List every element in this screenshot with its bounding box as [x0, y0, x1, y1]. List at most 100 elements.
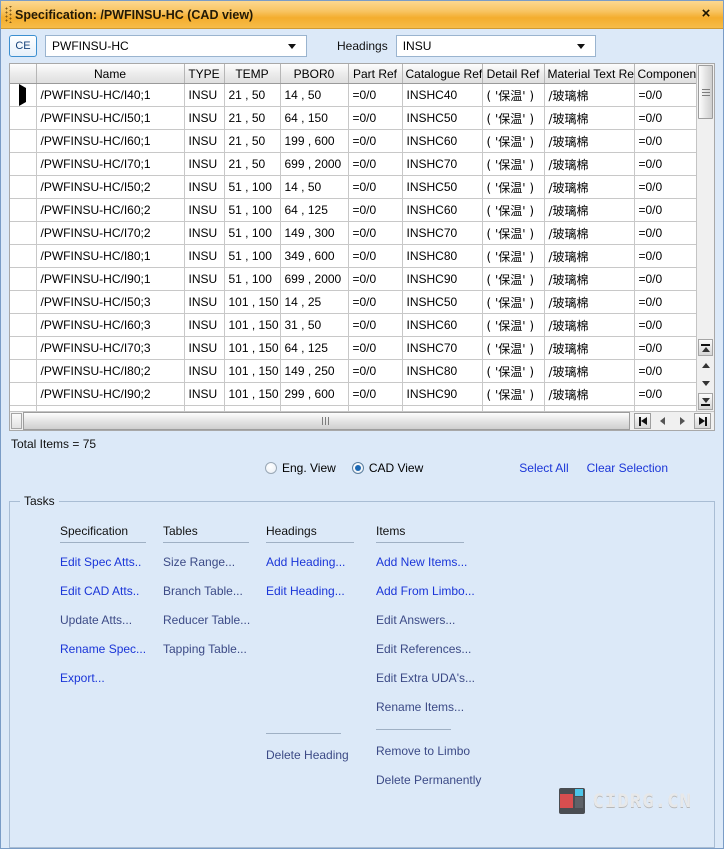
- cell-pbor0[interactable]: 349 , 600: [280, 244, 349, 268]
- cell-pbor0[interactable]: 149 , 250: [280, 359, 349, 383]
- cell-pbor0[interactable]: 14 , 50: [280, 83, 349, 107]
- cell-detail-ref[interactable]: ( '保温' ): [482, 221, 545, 245]
- table-row[interactable]: /PWFINSU-HC/I80;2 INSU 101 , 150 149 , 250 =…: [10, 359, 696, 383]
- cell-temp[interactable]: 101 , 150: [224, 313, 281, 337]
- vertical-scrollbar-thumb[interactable]: [698, 65, 713, 119]
- task-link[interactable]: Edit CAD Atts..: [60, 584, 140, 598]
- cell-temp[interactable]: 21 , 50: [224, 152, 281, 176]
- cell-component-ref[interactable]: =0/0: [634, 336, 696, 360]
- close-icon[interactable]: ×: [701, 5, 711, 22]
- cell-temp[interactable]: 51 , 100: [224, 198, 281, 222]
- cell-component-ref[interactable]: =0/0: [634, 244, 696, 268]
- cell-component-ref[interactable]: =0/0: [634, 175, 696, 199]
- column-header-catalogue-ref[interactable]: Catalogue Ref: [402, 64, 483, 84]
- cell-component-ref[interactable]: =0/0: [634, 83, 696, 107]
- row-selector-cell[interactable]: [10, 198, 37, 222]
- cell-part-ref[interactable]: =0/0: [348, 244, 403, 268]
- cell-type[interactable]: INSU: [184, 106, 225, 130]
- cell-detail-ref[interactable]: ( '保温' ): [482, 129, 545, 153]
- previous-record-button[interactable]: [654, 413, 671, 429]
- row-selector-cell[interactable]: [10, 359, 37, 383]
- cell-catalogue-ref[interactable]: INSHC90: [402, 382, 483, 406]
- cell-material-text-ref[interactable]: /玻璃棉: [544, 290, 635, 314]
- cell-material-text-ref[interactable]: /玻璃棉: [544, 382, 635, 406]
- vertical-scrollbar[interactable]: [696, 64, 714, 411]
- cell-pbor0[interactable]: 699 , 2000: [280, 267, 349, 291]
- cell-catalogue-ref[interactable]: INSHC80: [402, 244, 483, 268]
- column-header-detail-ref[interactable]: Detail Ref: [482, 64, 545, 84]
- cell-pbor0[interactable]: 14 , 25: [280, 290, 349, 314]
- cell-part-ref[interactable]: =0/0: [348, 290, 403, 314]
- specification-dropdown[interactable]: PWFINSU-HC: [45, 35, 307, 57]
- cell-part-ref[interactable]: =0/0: [348, 198, 403, 222]
- cell-material-text-ref[interactable]: /玻璃棉: [544, 198, 635, 222]
- row-selector-cell[interactable]: [10, 267, 37, 291]
- cell-type[interactable]: INSU: [184, 405, 225, 411]
- cell-temp[interactable]: 51 , 100: [224, 221, 281, 245]
- table-row[interactable]: /PWFINSU-HC/I70;2 INSU 51 , 100 149 , 300 =0…: [10, 221, 696, 245]
- cell-material-text-ref[interactable]: /玻璃棉: [544, 83, 635, 107]
- cell-name[interactable]: /PWFINSU-HC/I50;2: [36, 175, 185, 199]
- cell-catalogue-ref[interactable]: INSHC50: [402, 175, 483, 199]
- cell-name[interactable]: /PWFINSU-HC/I80;1: [36, 244, 185, 268]
- task-link[interactable]: Edit Spec Atts..: [60, 555, 142, 569]
- cell-type[interactable]: INSU: [184, 221, 225, 245]
- cell-component-ref[interactable]: =0/0: [634, 313, 696, 337]
- cell-type[interactable]: INSU: [184, 175, 225, 199]
- headings-dropdown[interactable]: INSU: [395, 35, 596, 57]
- cell-component-ref[interactable]: =0/0: [634, 359, 696, 383]
- cell-material-text-ref[interactable]: /玻璃棉: [544, 313, 635, 337]
- cell-part-ref[interactable]: =0/0: [348, 83, 403, 107]
- table-row[interactable]: /PWFINSU-HC/I50;1 INSU 21 , 50 64 , 150 =0/0…: [10, 106, 696, 130]
- cell-name[interactable]: /PWFINSU-HC/I100;1: [36, 405, 185, 411]
- cell-name[interactable]: /PWFINSU-HC/I70;2: [36, 221, 185, 245]
- cell-component-ref[interactable]: =0/0: [634, 152, 696, 176]
- cell-temp[interactable]: 21 , 50: [224, 129, 281, 153]
- cell-material-text-ref[interactable]: /玻璃棉: [544, 359, 635, 383]
- scroll-to-bottom-button[interactable]: [698, 393, 713, 410]
- table-row[interactable]: /PWFINSU-HC/I90;2 INSU 101 , 150 299 , 600 =…: [10, 382, 696, 406]
- table-row[interactable]: /PWFINSU-HC/I50;3 INSU 101 , 150 14 , 25 =0/…: [10, 290, 696, 314]
- cell-material-text-ref[interactable]: /玻璃棉: [544, 221, 635, 245]
- cell-component-ref[interactable]: =0/0: [634, 405, 696, 411]
- cell-part-ref[interactable]: =0/0: [348, 175, 403, 199]
- cell-part-ref[interactable]: =0/0: [348, 129, 403, 153]
- cell-type[interactable]: INSU: [184, 267, 225, 291]
- horizontal-scroll-left-button[interactable]: [11, 413, 22, 429]
- cell-detail-ref[interactable]: ( '保温' ): [482, 175, 545, 199]
- cell-material-text-ref[interactable]: /玻璃棉: [544, 244, 635, 268]
- cell-type[interactable]: INSU: [184, 359, 225, 383]
- cell-catalogue-ref[interactable]: INSHC80: [402, 359, 483, 383]
- scroll-down-button[interactable]: [698, 375, 713, 392]
- table-row[interactable]: /PWFINSU-HC/I60;3 INSU 101 , 150 31 , 50 =0/…: [10, 313, 696, 337]
- cell-temp[interactable]: 101 , 150: [224, 336, 281, 360]
- cell-part-ref[interactable]: =0/0: [348, 336, 403, 360]
- row-selector-cell[interactable]: [10, 382, 37, 406]
- cell-catalogue-ref[interactable]: INSHC70: [402, 336, 483, 360]
- cell-part-ref[interactable]: =0/0: [348, 313, 403, 337]
- table-row[interactable]: /PWFINSU-HC/I70;3 INSU 101 , 150 64 , 125 =0…: [10, 336, 696, 360]
- select-all-link[interactable]: Select All: [519, 461, 569, 475]
- cell-name[interactable]: /PWFINSU-HC/I90;1: [36, 267, 185, 291]
- cell-part-ref[interactable]: =0/0: [348, 221, 403, 245]
- task-link[interactable]: Rename Spec...: [60, 642, 147, 656]
- ce-button[interactable]: CE: [9, 35, 37, 57]
- cell-component-ref[interactable]: =0/0: [634, 129, 696, 153]
- scroll-up-button[interactable]: [698, 357, 713, 374]
- cell-detail-ref[interactable]: ( '保温' ): [482, 152, 545, 176]
- cell-material-text-ref[interactable]: /玻璃棉: [544, 336, 635, 360]
- task-link[interactable]: Edit Heading...: [266, 584, 345, 598]
- cell-pbor0[interactable]: 149 , 300: [280, 221, 349, 245]
- row-selector-cell[interactable]: [10, 175, 37, 199]
- cell-type[interactable]: INSU: [184, 244, 225, 268]
- cell-pbor0[interactable]: 199 , 600: [280, 129, 349, 153]
- cell-pbor0[interactable]: 699 , 2000: [280, 152, 349, 176]
- cell-catalogue-ref[interactable]: INSHC70: [402, 152, 483, 176]
- cell-part-ref[interactable]: =0/0: [348, 359, 403, 383]
- cell-type[interactable]: INSU: [184, 198, 225, 222]
- table-row[interactable]: /PWFINSU-HC/I60;2 INSU 51 , 100 64 , 125 =0/…: [10, 198, 696, 222]
- cell-part-ref[interactable]: =0/0: [348, 382, 403, 406]
- last-record-button[interactable]: [694, 413, 711, 429]
- cell-temp[interactable]: 21 , 50: [224, 83, 281, 107]
- cell-name[interactable]: /PWFINSU-HC/I60;3: [36, 313, 185, 337]
